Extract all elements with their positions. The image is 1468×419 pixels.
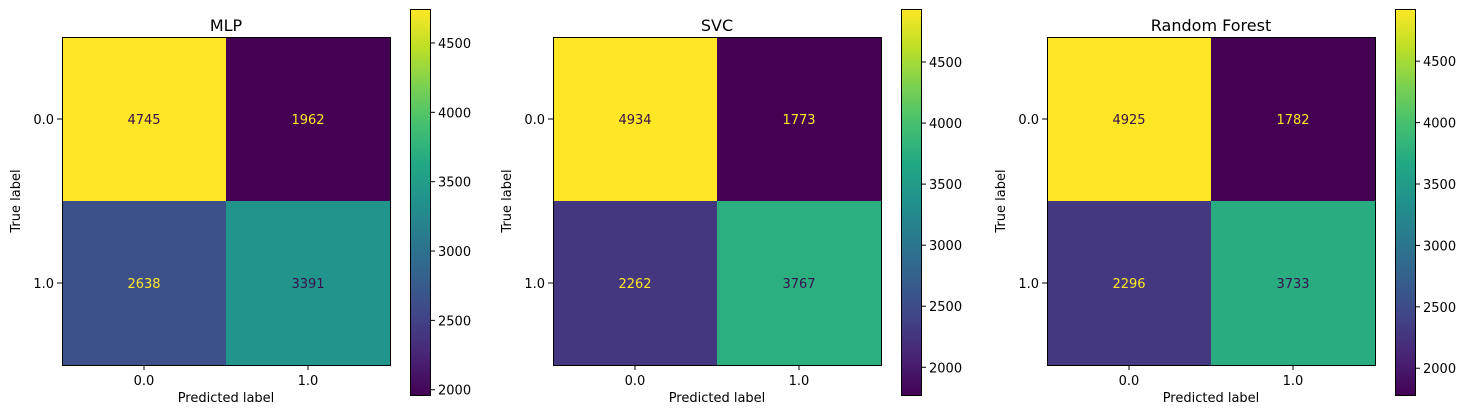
colorbar (410, 9, 430, 395)
matrix-frame (1047, 37, 1376, 366)
colorbar-tick-label: 3000 (1423, 239, 1456, 254)
heatmap-cell (226, 37, 390, 201)
chart-title: MLP (210, 16, 243, 35)
colorbar-frame (410, 9, 431, 396)
y-tick-label: 1.0 (33, 277, 54, 292)
colorbar-tick-label: 4500 (1423, 55, 1456, 70)
colorbar-tick-label: 3500 (1423, 178, 1456, 193)
cell-value-label: 2262 (618, 277, 651, 292)
confusion-matrix-panel-2: SVC 4934 1773 2262 3767 0.0 1.0 0.0 1.0 Predicted… (500, 9, 962, 406)
matrix-frame (62, 37, 391, 366)
cell-value-label: 4925 (1112, 113, 1145, 128)
colorbar-frame (1395, 9, 1416, 396)
heatmap-cell (226, 201, 390, 365)
chart-title: SVC (701, 16, 733, 35)
cell-value-label: 2638 (127, 277, 160, 292)
colorbar-tick-label: 4500 (929, 56, 962, 71)
heatmap-cell (1047, 37, 1211, 201)
cell-value-label: 3767 (782, 277, 815, 292)
y-axis-label: True label (994, 169, 1009, 233)
cell-value-label: 2296 (1112, 277, 1145, 292)
heatmap-cell (717, 37, 881, 201)
cell-value-label: 3391 (291, 277, 324, 292)
cell-value-label: 4934 (618, 113, 651, 128)
x-axis-label: Predicted label (178, 391, 275, 406)
matrix-frame (553, 37, 882, 366)
y-tick-label: 1.0 (1018, 277, 1039, 292)
colorbar-tick-label: 3000 (929, 239, 962, 254)
heatmap-cell (553, 201, 717, 365)
y-tick-label: 0.0 (524, 113, 545, 128)
x-tick-label: 1.0 (1283, 374, 1304, 389)
x-tick-label: 0.0 (134, 374, 155, 389)
y-tick-label: 0.0 (1018, 113, 1039, 128)
x-tick-label: 1.0 (298, 374, 319, 389)
colorbar (1395, 9, 1415, 395)
confusion-matrix-panel-3: Random Forest 4925 1782 2296 3733 0.0 1.0 0.0 1.… (994, 9, 1456, 406)
cell-value-label: 1962 (291, 113, 324, 128)
colorbar-tick-label: 4500 (438, 37, 471, 52)
colorbar-tick-label: 4000 (1423, 117, 1456, 132)
y-tick-label: 1.0 (524, 277, 545, 292)
x-tick-label: 0.0 (1119, 374, 1140, 389)
colorbar-tick-label: 2500 (438, 314, 471, 329)
chart-title: Random Forest (1151, 16, 1271, 35)
heatmap-cell (62, 201, 226, 365)
heatmap-cell (717, 201, 881, 365)
heatmap-cell (1047, 201, 1211, 365)
colorbar-tick-label: 2000 (438, 384, 471, 399)
colorbar-tick-label: 3000 (438, 245, 471, 260)
colorbar-tick-label: 2000 (1423, 362, 1456, 377)
colorbar (901, 9, 921, 395)
y-axis-label: True label (500, 169, 515, 233)
cell-value-label: 4745 (127, 113, 160, 128)
colorbar-frame (901, 9, 922, 396)
x-axis-label: Predicted label (669, 391, 766, 406)
colorbar-tick-label: 2500 (1423, 301, 1456, 316)
colorbar-tick-label: 4000 (929, 117, 962, 132)
x-tick-label: 1.0 (789, 374, 810, 389)
x-tick-label: 0.0 (625, 374, 646, 389)
cell-value-label: 3733 (1276, 277, 1309, 292)
colorbar-tick-label: 2000 (929, 361, 962, 376)
heatmap-cell (62, 37, 226, 201)
colorbar-tick-label: 4000 (438, 106, 471, 121)
colorbar-tick-label: 3500 (438, 176, 471, 191)
cell-value-label: 1782 (1276, 113, 1309, 128)
y-tick-label: 0.0 (33, 113, 54, 128)
x-axis-label: Predicted label (1163, 391, 1260, 406)
colorbar-tick-label: 2500 (929, 300, 962, 315)
heatmap-cell (1211, 201, 1375, 365)
heatmap-cell (1211, 37, 1375, 201)
confusion-matrix-panel-1: MLP 4745 1962 2638 3391 0.0 1.0 0.0 1.0 Predicted… (9, 9, 471, 406)
heatmap-cell (553, 37, 717, 201)
colorbar-tick-label: 3500 (929, 178, 962, 193)
y-axis-label: True label (9, 169, 24, 233)
cell-value-label: 1773 (782, 113, 815, 128)
